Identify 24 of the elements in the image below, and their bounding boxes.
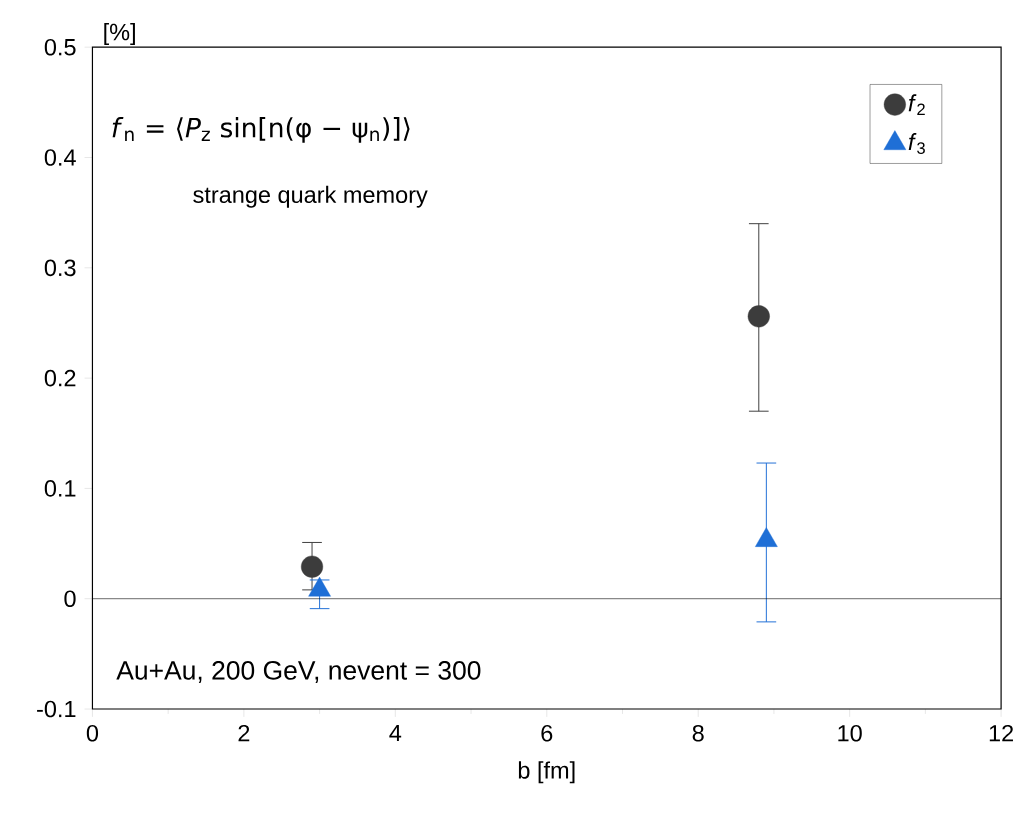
annotation: Au+Au, 200 GeV, nevent = 300 <box>116 660 481 683</box>
annotation: strange quark memory <box>193 185 428 208</box>
legend-label: f$_{3}$ <box>908 132 925 154</box>
x-tick-label: 12 <box>989 724 1013 742</box>
point <box>755 527 778 547</box>
y-tick-label: 0.3 <box>44 259 76 277</box>
y-tick-label: 0.1 <box>44 480 76 497</box>
x-tick-label: 10 <box>838 724 862 742</box>
x-tick-label: 2 <box>238 724 250 742</box>
point <box>308 576 331 597</box>
x-tick-label: 4 <box>389 724 402 742</box>
y-axis-title: [%] <box>104 23 135 45</box>
x-tick-label: 8 <box>692 724 704 742</box>
x-tick-label: 6 <box>541 724 553 742</box>
y-tick-label: 0.4 <box>44 149 76 166</box>
x-tick-label: 0 <box>86 724 99 742</box>
point <box>747 305 770 328</box>
legend-label: f$_{2}$ <box>908 94 925 115</box>
x-axis-title: b [fm] <box>518 761 575 784</box>
y-tick-label: -0.1 <box>37 700 76 718</box>
y-tick-label: 0.5 <box>44 38 76 56</box>
annotation: f$_{n}$ = ⟨P$_{z}$ sin[n(φ − ψ$_{n}$)]⟩ <box>112 117 410 143</box>
y-tick-label: 0 <box>64 590 76 607</box>
y-tick-label: 0.2 <box>44 369 76 387</box>
